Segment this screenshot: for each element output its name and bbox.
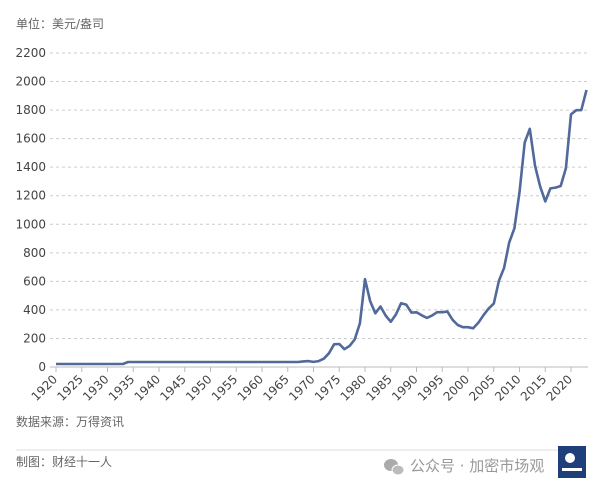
x-tick-label: 1970 [286,372,317,403]
x-tick-label: 1920 [29,372,60,403]
y-tick-label: 2200 [15,46,46,60]
x-tick-label: 1995 [415,372,446,403]
y-tick-label: 200 [23,331,46,345]
credit-label: 制图：财经十一人 [16,455,112,469]
x-tick-label: 1980 [338,372,369,403]
x-tick-label: 2005 [466,372,497,403]
y-tick-label: 1400 [15,160,46,174]
x-tick-label: 1965 [260,372,291,403]
x-tick-label: 1950 [183,372,214,403]
y-tick-label: 0 [38,360,46,374]
unit-label: 单位：美元/盎司 [16,16,104,31]
wechat-icon [384,459,405,476]
x-tick-label: 1930 [80,372,111,403]
logo-icon [558,446,586,478]
x-tick-label: 1935 [106,372,137,403]
x-tick-label: 2015 [518,372,549,403]
x-tick-label: 1955 [209,372,240,403]
x-tick-label: 1985 [363,372,394,403]
y-tick-label: 1200 [15,189,46,203]
y-tick-label: 1800 [15,103,46,117]
x-tick-label: 1945 [157,372,188,403]
y-tick-label: 400 [23,303,46,317]
x-tick-label: 1975 [312,372,343,403]
x-tick-label: 2020 [544,372,575,403]
y-axis: 0 200 400 600 800 1000 1200 1400 1600 1800 2000 220… [15,46,46,374]
y-tick-label: 1000 [15,217,46,231]
x-axis: 1920192519301935194019451950195519601965… [29,367,575,404]
y-tick-label: 2000 [15,75,46,89]
x-tick-label: 1990 [389,372,420,403]
source-label: 数据来源：万得资讯 [16,414,124,429]
x-tick-label: 2000 [441,372,472,403]
x-tick-label: 2010 [492,372,523,403]
y-tick-label: 800 [23,246,46,260]
y-tick-label: 600 [23,274,46,288]
y-tick-label: 1600 [15,132,46,146]
grid-lines [50,52,588,339]
series-line [56,89,588,366]
x-tick-label: 1960 [235,372,266,403]
x-tick-label: 1940 [132,372,163,403]
watermark: 公众号 · 加密市场观 [410,457,544,475]
x-tick-label: 1925 [54,372,85,403]
